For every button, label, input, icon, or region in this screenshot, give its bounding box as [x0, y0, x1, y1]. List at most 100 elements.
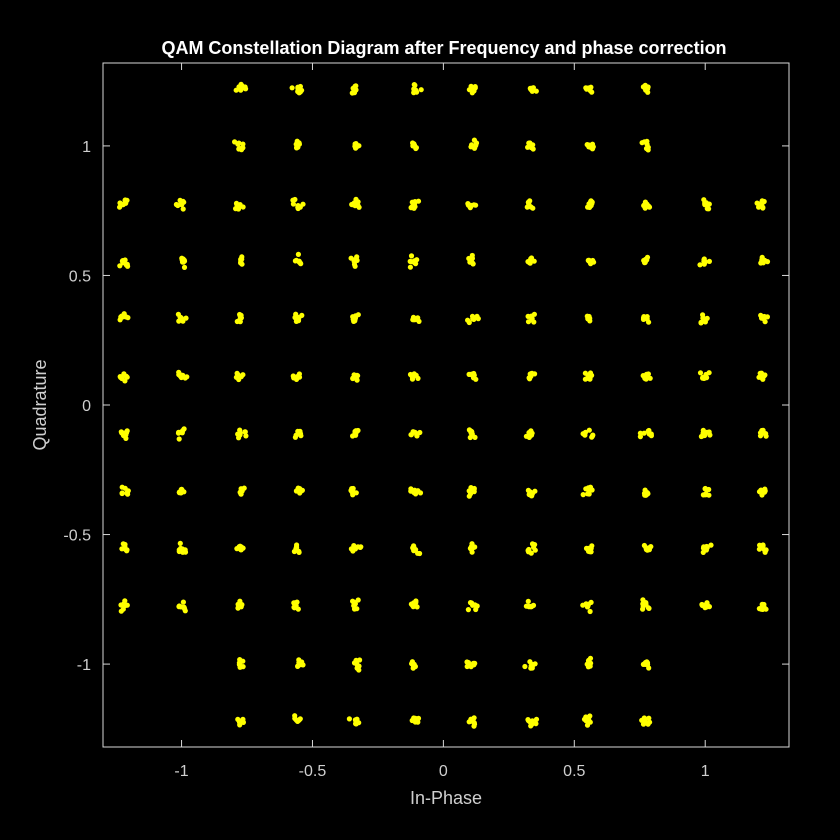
constellation-sample-point [468, 202, 474, 208]
constellation-sample-point [237, 601, 243, 607]
constellation-sample-point [411, 545, 417, 552]
constellation-sample-point [182, 549, 189, 555]
constellation-sample-point [761, 316, 767, 322]
constellation-sample-point [175, 202, 181, 209]
constellation-sample-point [587, 713, 593, 719]
constellation-sample-point [117, 317, 123, 323]
constellation-sample-point [533, 88, 539, 94]
constellation-sample-point [701, 257, 707, 263]
constellation-sample-point [414, 433, 420, 439]
constellation-sample-point [242, 429, 248, 435]
constellation-sample-point [412, 663, 418, 670]
constellation-sample-point [528, 603, 534, 609]
constellation-sample-point [756, 606, 763, 612]
constellation-sample-point [646, 204, 653, 210]
constellation-sample-point [466, 319, 472, 326]
constellation-sample-point [411, 205, 417, 211]
constellation-sample-point [473, 140, 480, 146]
constellation-sample-point [407, 264, 413, 270]
constellation-sample-point [764, 259, 771, 265]
x-axis-label: In-Phase [410, 788, 482, 808]
constellation-sample-point [415, 375, 421, 381]
constellation-sample-point [353, 430, 359, 436]
constellation-sample-point [465, 607, 471, 613]
constellation-sample-point [587, 719, 593, 725]
constellation-sample-point [179, 317, 185, 323]
constellation-sample-point [413, 261, 419, 267]
constellation-sample-point [647, 719, 653, 725]
constellation-sample-point [468, 716, 474, 722]
constellation-sample-point [118, 374, 124, 380]
constellation-sample-point [177, 540, 183, 547]
constellation-sample-point [238, 544, 244, 550]
constellation-sample-point [352, 263, 358, 269]
ticks-layer: -1 -0.5 0 0.5 1 -1 -0.5 0 0.5 1 [63, 63, 789, 780]
constellation-sample-point [645, 605, 651, 611]
constellation-sample-point [295, 203, 301, 209]
constellation-sample-point [354, 376, 360, 383]
y-tick-label: 1 [82, 139, 91, 156]
constellation-sample-point [529, 86, 535, 92]
constellation-sample-point [588, 599, 594, 606]
constellation-sample-point [589, 372, 595, 378]
constellation-sample-point [758, 487, 764, 493]
constellation-sample-point [760, 260, 766, 266]
constellation-sample-point [415, 719, 421, 725]
constellation-sample-point [469, 549, 475, 555]
constellation-sample-point [758, 200, 764, 206]
constellation-sample-point [583, 601, 589, 607]
constellation-sample-point [120, 258, 126, 264]
constellation-sample-point [644, 138, 650, 144]
constellation-sample-point [641, 542, 648, 549]
constellation-sample-point [178, 604, 184, 610]
constellation-sample-point [760, 205, 766, 211]
constellation-sample-point [527, 659, 533, 665]
constellation-sample-point [180, 198, 186, 204]
constellation-sample-point [124, 197, 130, 203]
constellation-sample-point [418, 87, 424, 93]
constellation-sample-point [586, 427, 592, 433]
constellation-sample-point [645, 147, 651, 153]
constellation-sample-point [290, 201, 296, 207]
constellation-sample-point [697, 370, 704, 376]
constellation-sample-point [584, 313, 590, 319]
constellation-sample-point [473, 376, 479, 382]
constellation-sample-point [355, 597, 361, 603]
constellation-sample-point [465, 660, 472, 666]
constellation-sample-point [582, 370, 589, 376]
constellation-sample-point [641, 715, 647, 721]
constellation-sample-point [237, 489, 243, 495]
constellation-sample-point [237, 311, 243, 318]
constellation-sample-point [243, 433, 249, 439]
constellation-sample-point [528, 723, 534, 729]
constellation-sample-point [762, 549, 768, 555]
constellation-sample-point [292, 713, 298, 719]
constellation-sample-point [355, 203, 361, 209]
constellation-sample-point [471, 662, 477, 668]
constellation-sample-point [413, 491, 419, 497]
constellation-sample-point [124, 261, 130, 267]
constellation-sample-point [706, 370, 712, 376]
constellation-sample-point [292, 258, 298, 264]
constellation-sample-point [296, 258, 302, 264]
constellation-sample-point [589, 433, 596, 439]
constellation-sample-point [701, 317, 708, 323]
constellation-sample-point [184, 374, 190, 380]
constellation-sample-point [296, 371, 302, 377]
constellation-sample-point [705, 201, 711, 207]
constellation-sample-point [237, 660, 243, 666]
constellation-sample-point [408, 432, 414, 438]
constellation-sample-point [588, 198, 594, 204]
constellation-sample-point [125, 315, 131, 321]
constellation-sample-point [646, 715, 652, 721]
constellation-sample-point [470, 545, 476, 551]
constellation-sample-point [350, 316, 356, 322]
constellation-sample-point [179, 430, 185, 436]
constellation-sample-point [358, 544, 364, 550]
constellation-sample-point [757, 433, 764, 439]
constellation-sample-point [295, 251, 301, 257]
constellation-sample-point [470, 316, 476, 322]
constellation-sample-point [240, 141, 246, 147]
constellation-sample-point [526, 203, 533, 209]
constellation-sample-point [532, 547, 538, 553]
